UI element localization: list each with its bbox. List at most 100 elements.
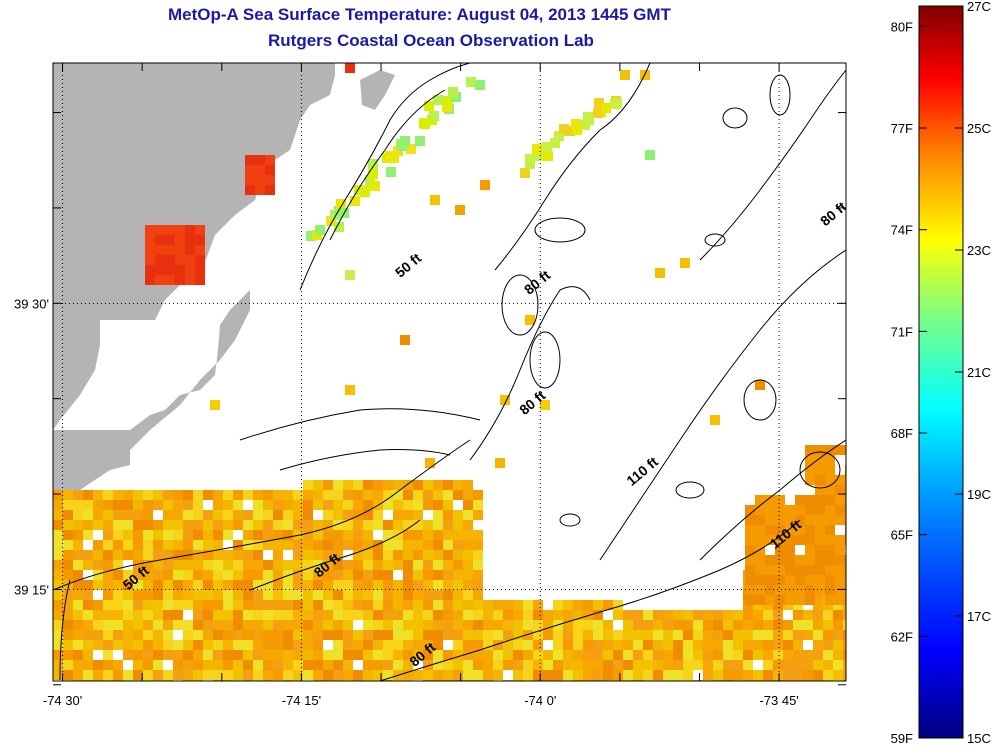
sst-pixel <box>83 670 93 680</box>
sst-pixel <box>213 500 223 510</box>
sst-pixel <box>393 580 403 590</box>
sst-pixel <box>373 560 383 570</box>
sst-pixel <box>243 490 253 500</box>
sst-pixel <box>693 620 703 630</box>
sst-pixel <box>63 500 73 510</box>
sst-pixel <box>532 144 542 154</box>
sst-pixel <box>113 490 123 500</box>
sst-pixel <box>363 590 373 600</box>
sst-pixel <box>293 540 303 550</box>
sst-pixel <box>283 500 293 510</box>
sst-pixel <box>153 620 163 630</box>
sst-pixel <box>423 560 433 570</box>
land-mass <box>360 70 395 110</box>
sst-pixel <box>53 520 63 530</box>
sst-pixel <box>573 660 583 670</box>
sst-pixel <box>423 600 433 610</box>
sst-pixel <box>213 530 223 540</box>
sst-pixel <box>773 660 783 670</box>
sst-pixel <box>163 640 173 650</box>
sst-pixel <box>113 510 123 520</box>
sst-pixel <box>653 640 663 650</box>
sst-pixel <box>423 480 433 490</box>
sst-pixel <box>233 660 243 670</box>
sst-pixel <box>413 650 423 660</box>
sst-pixel <box>350 196 360 206</box>
sst-pixel <box>73 670 83 680</box>
sst-pixel <box>823 630 833 640</box>
sst-pixel <box>233 500 243 510</box>
sst-pixel <box>753 640 763 650</box>
sst-pixel <box>825 445 835 455</box>
sst-pixel <box>423 550 433 560</box>
sst-pixel <box>483 660 493 670</box>
sst-pixel <box>263 600 273 610</box>
sst-pixel <box>835 485 845 495</box>
sst-pixel <box>775 525 785 535</box>
sst-pixel <box>653 660 663 670</box>
sst-pixel <box>173 520 183 530</box>
sst-pixel <box>243 670 253 680</box>
sst-pixel <box>203 490 213 500</box>
sst-pixel <box>333 590 343 600</box>
sst-pixel <box>383 480 393 490</box>
sst-pixel <box>413 550 423 560</box>
sst-pixel <box>743 650 753 660</box>
sst-pixel <box>73 510 83 520</box>
sst-pixel <box>835 555 845 565</box>
sst-pixel <box>493 670 503 680</box>
sst-pixel <box>473 600 483 610</box>
sst-pixel <box>133 650 143 660</box>
sst-pixel <box>113 550 123 560</box>
sst-pixel <box>443 540 453 550</box>
sst-pixel <box>383 570 393 580</box>
sst-pixel <box>133 590 143 600</box>
sst-pixel <box>463 510 473 520</box>
sst-pixel <box>103 670 113 680</box>
sst-pixel <box>383 540 393 550</box>
sst-pixel <box>243 640 253 650</box>
sst-pixel <box>473 530 483 540</box>
sst-pixel <box>243 550 253 560</box>
sst-pixel <box>93 510 103 520</box>
sst-pixel <box>343 630 353 640</box>
sst-pixel <box>713 650 723 660</box>
sst-pixel <box>353 550 363 560</box>
sst-pixel <box>583 620 593 630</box>
sst-pixel <box>343 530 353 540</box>
sst-pixel <box>373 550 383 560</box>
sst-pixel <box>393 520 403 530</box>
sst-pixel <box>313 530 323 540</box>
sst-pixel <box>503 620 513 630</box>
sst-pixel <box>343 590 353 600</box>
sst-pixel <box>613 650 623 660</box>
sst-pixel <box>703 610 713 620</box>
sst-pixel <box>433 560 443 570</box>
sst-pixel <box>805 465 815 475</box>
colorbar-f-label: 74F <box>891 223 913 238</box>
sst-pixel <box>203 630 213 640</box>
sst-pixel <box>425 458 435 468</box>
sst-pixel <box>363 650 373 660</box>
sst-pixel <box>825 515 835 525</box>
sst-pixel <box>253 660 263 670</box>
sst-pixel <box>203 650 213 660</box>
sst-pixel <box>63 490 73 500</box>
sst-pixel <box>573 670 583 680</box>
sst-pixel <box>765 525 775 535</box>
sst-pixel <box>513 600 523 610</box>
sst-pixel <box>442 102 452 112</box>
sst-pixel <box>343 640 353 650</box>
sst-pixel <box>203 530 213 540</box>
sst-pixel <box>755 585 765 595</box>
sst-pixel <box>815 535 825 545</box>
sst-pixel <box>463 480 473 490</box>
sst-pixel <box>835 545 845 555</box>
sst-pixel <box>363 610 373 620</box>
sst-pixel <box>785 595 795 605</box>
sst-pixel <box>583 112 593 122</box>
sst-pixel <box>123 540 133 550</box>
sst-pixel <box>673 650 683 660</box>
sst-pixel <box>143 580 153 590</box>
sst-pixel <box>393 600 403 610</box>
